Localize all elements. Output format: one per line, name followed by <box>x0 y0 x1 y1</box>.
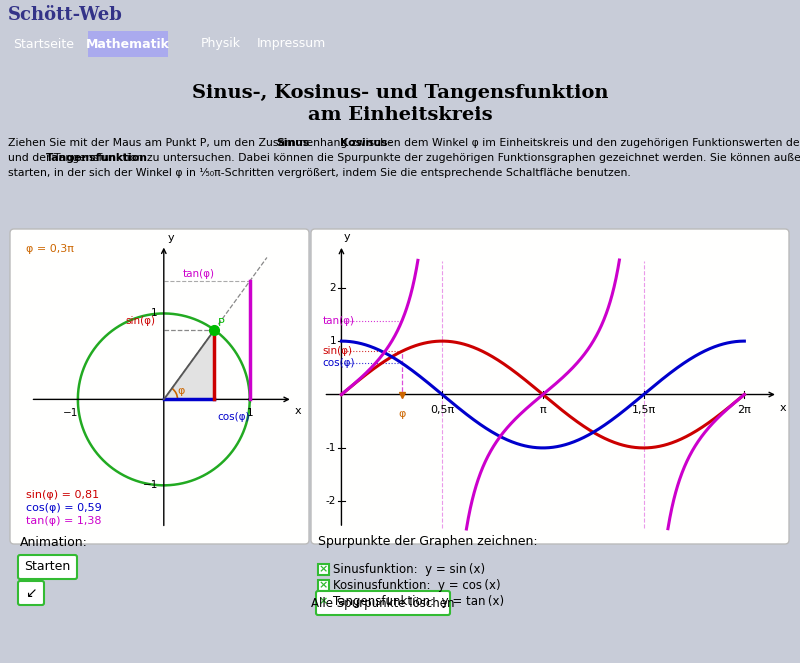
FancyBboxPatch shape <box>318 596 329 607</box>
Text: tan(φ) = 1,38: tan(φ) = 1,38 <box>26 516 102 526</box>
Text: und der Tangensfunktion zu untersuchen. Dabei können die Spurpunkte der zugehöri: und der Tangensfunktion zu untersuchen. … <box>8 153 800 163</box>
Text: Alle Spurpunkte löschen: Alle Spurpunkte löschen <box>311 597 454 609</box>
FancyBboxPatch shape <box>10 229 309 544</box>
Text: cos(φ) = 0,59: cos(φ) = 0,59 <box>26 503 102 513</box>
Text: tan(φ): tan(φ) <box>182 269 214 279</box>
FancyBboxPatch shape <box>318 580 329 591</box>
Text: 0,5π: 0,5π <box>430 405 454 415</box>
Text: sin(φ): sin(φ) <box>322 346 352 356</box>
FancyBboxPatch shape <box>88 31 168 57</box>
Text: ↙: ↙ <box>25 586 37 600</box>
Text: Spurpunkte der Graphen zeichnen:: Spurpunkte der Graphen zeichnen: <box>318 536 538 548</box>
Polygon shape <box>164 330 214 399</box>
Text: φ: φ <box>398 410 406 420</box>
Text: Animation:: Animation: <box>20 536 88 548</box>
FancyBboxPatch shape <box>318 564 329 575</box>
Text: 1: 1 <box>246 408 253 418</box>
FancyBboxPatch shape <box>311 229 789 544</box>
FancyBboxPatch shape <box>18 581 44 605</box>
Text: ×: × <box>319 581 328 591</box>
Text: y: y <box>167 233 174 243</box>
Text: cos(φ): cos(φ) <box>322 358 354 368</box>
Text: sin(φ) = 0,81: sin(φ) = 0,81 <box>26 490 99 500</box>
Text: 1: 1 <box>330 336 336 346</box>
Text: Physik: Physik <box>201 38 241 50</box>
Text: x: x <box>780 402 786 412</box>
Text: Kosinusfunktion:  y = cos (x): Kosinusfunktion: y = cos (x) <box>333 579 501 592</box>
Text: am Einheitskreis: am Einheitskreis <box>308 106 492 124</box>
Text: Schött-Web: Schött-Web <box>8 6 123 24</box>
Text: Tangensfunktion: Tangensfunktion <box>46 153 148 163</box>
Text: Tangensfunktion:  y = tan (x): Tangensfunktion: y = tan (x) <box>333 595 504 608</box>
Text: 1,5π: 1,5π <box>631 405 656 415</box>
Text: cos(φ): cos(φ) <box>217 412 250 422</box>
Text: −1: −1 <box>142 480 158 491</box>
Text: Mathematik: Mathematik <box>86 38 170 50</box>
Text: Kosinus-: Kosinus- <box>340 138 392 148</box>
Text: Sinus-, Kosinus- und Tangensfunktion: Sinus-, Kosinus- und Tangensfunktion <box>192 84 608 102</box>
FancyBboxPatch shape <box>316 591 450 615</box>
Text: ×: × <box>319 564 328 575</box>
Text: ×: × <box>319 597 328 607</box>
Text: sin(φ): sin(φ) <box>126 316 155 326</box>
Text: y: y <box>344 232 350 242</box>
Text: 2: 2 <box>330 282 336 292</box>
Text: Startseite: Startseite <box>14 38 74 50</box>
Text: x: x <box>294 406 301 416</box>
Text: starten, in der sich der Winkel φ in ¹⁄₅₀π-Schritten vergrößert, indem Sie die e: starten, in der sich der Winkel φ in ¹⁄₅… <box>8 168 630 178</box>
Text: Impressum: Impressum <box>256 38 326 50</box>
Text: π: π <box>539 405 546 415</box>
Text: Sinus: Sinus <box>276 138 310 148</box>
Text: -1: -1 <box>326 443 336 453</box>
Text: Starten: Starten <box>24 560 70 573</box>
FancyBboxPatch shape <box>18 555 77 579</box>
Text: 1: 1 <box>151 308 158 318</box>
Text: −1: −1 <box>62 408 78 418</box>
Text: φ = 0,3π: φ = 0,3π <box>26 243 74 253</box>
Text: 2π: 2π <box>738 405 751 415</box>
Text: Sinusfunktion:  y = sin (x): Sinusfunktion: y = sin (x) <box>333 563 485 576</box>
Text: P: P <box>218 318 225 328</box>
Text: -2: -2 <box>326 497 336 507</box>
Text: Ziehen Sie mit der Maus am Punkt P, um den Zusammenhang zwischen dem Winkel φ im: Ziehen Sie mit der Maus am Punkt P, um d… <box>8 138 800 148</box>
Text: tan(φ): tan(φ) <box>322 316 354 326</box>
Text: φ: φ <box>178 387 185 396</box>
